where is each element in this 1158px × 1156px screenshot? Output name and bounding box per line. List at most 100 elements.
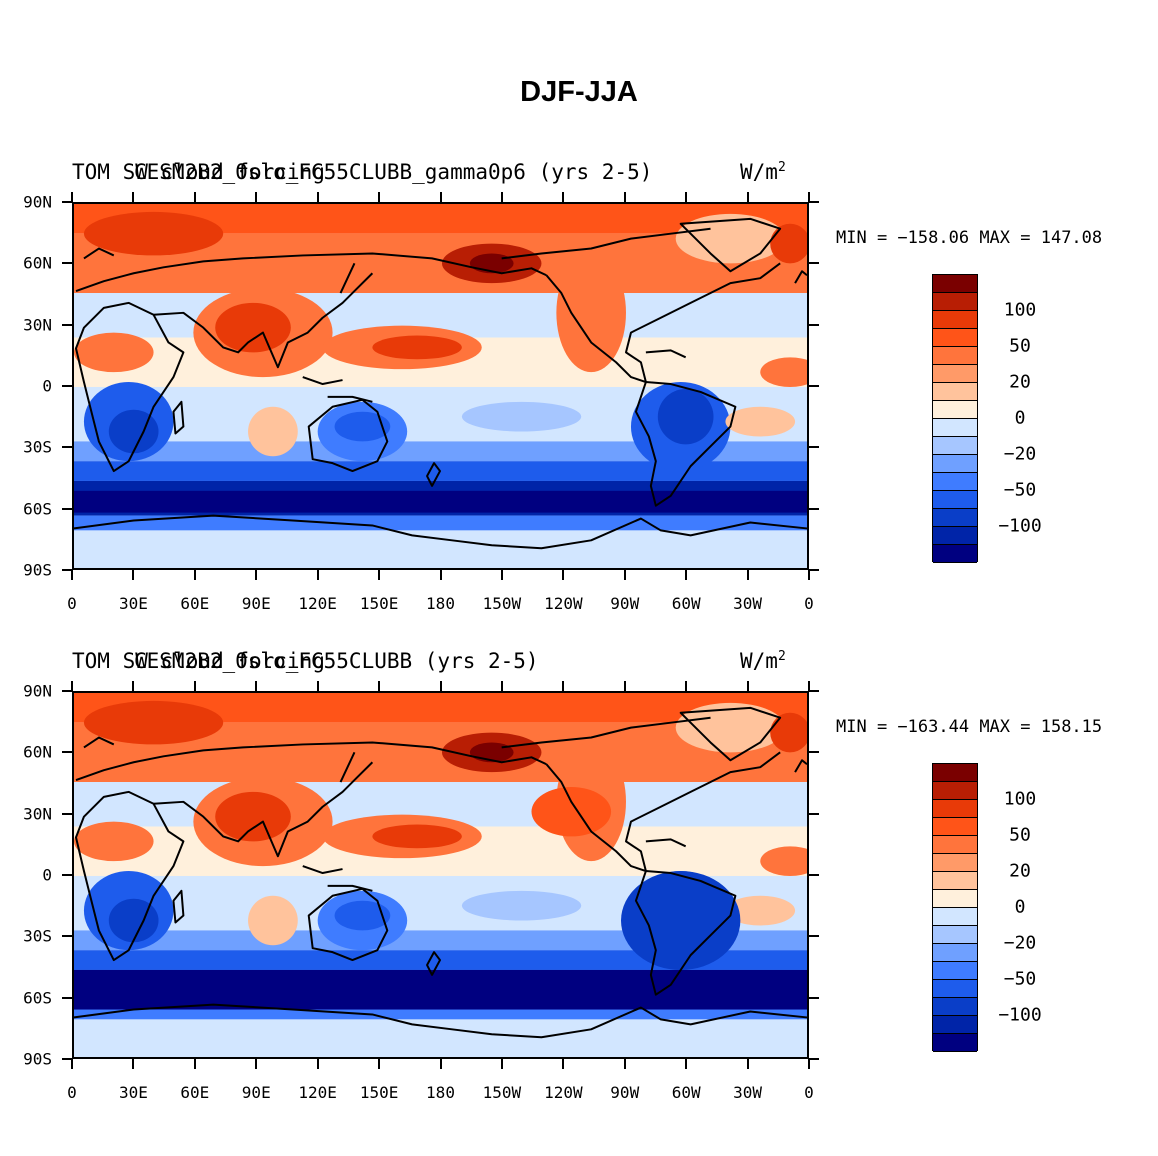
colorbar-box	[933, 329, 977, 347]
lat-tick-label: 30N	[23, 315, 52, 335]
lon-tick	[562, 570, 565, 580]
colorbar-label: −100	[998, 515, 1042, 537]
colorbar-box	[933, 854, 977, 872]
lat-tick	[62, 690, 72, 692]
colorbar-label: 100	[1003, 788, 1037, 810]
panel-2-units: W/m2	[740, 649, 786, 673]
lat-tick-label: 90S	[23, 560, 52, 580]
panel-2-field	[74, 693, 807, 1057]
panel-2: TOM SW cloud forcing CESM2B2_0slo_FC55CL…	[0, 649, 1158, 1129]
lon-tick-label: 60E	[180, 594, 210, 613]
colorbar-label: −100	[998, 1004, 1042, 1026]
lon-tick	[808, 192, 810, 202]
colorbar-box	[933, 782, 977, 800]
panel-2-case-label: CESM2B2_0slo_FC55CLUBB (yrs 2-5)	[134, 649, 539, 673]
lat-tick	[809, 262, 819, 265]
lon-tick	[71, 1059, 73, 1069]
lon-tick-label: 30W	[733, 594, 763, 613]
colorbar-box	[933, 836, 977, 854]
lat-tick	[62, 201, 72, 203]
colorbar-box	[933, 872, 977, 890]
panel-1-max: MAX = 147.08	[979, 228, 1103, 248]
panel-2-max: MAX = 158.15	[979, 717, 1103, 737]
colorbar-box	[933, 347, 977, 365]
lon-tick-label: 0	[804, 1083, 814, 1102]
lon-tick	[439, 570, 442, 580]
lon-tick	[562, 681, 565, 691]
lat-tick-label: 90S	[23, 1049, 52, 1069]
lon-tick	[746, 192, 749, 202]
lat-tick	[62, 446, 72, 449]
colorbar-box	[933, 527, 977, 545]
colorbar-label: 0	[1014, 896, 1026, 918]
lon-tick	[685, 681, 688, 691]
lat-tick-label: 0	[42, 376, 52, 396]
colorbar-label: −50	[1003, 968, 1037, 990]
lat-tick	[809, 569, 819, 571]
colorbar-box	[933, 293, 977, 311]
colorbar-label: 50	[1009, 824, 1031, 846]
lon-tick	[378, 681, 381, 691]
lon-tick	[623, 570, 626, 580]
lon-tick	[255, 1059, 258, 1069]
lon-tick	[71, 192, 73, 202]
panel-1-case-label: CESM2B2_0slo_FC55CLUBB_gamma0p6 (yrs 2-5…	[134, 160, 653, 184]
lat-tick	[62, 751, 72, 754]
lon-tick-label: 90E	[241, 594, 271, 613]
lat-tick-label: 0	[42, 865, 52, 885]
lat-tick	[62, 385, 72, 387]
lat-tick	[62, 874, 72, 876]
panel-1-variable-label: TOM SW cloud forcing	[72, 160, 325, 184]
colorbar-box	[933, 890, 977, 908]
lon-tick	[808, 1059, 810, 1069]
lon-tick-label: 120E	[298, 594, 337, 613]
lat-tick-label: 60S	[23, 499, 52, 519]
lat-tick	[809, 507, 819, 510]
colorbar-box	[933, 473, 977, 491]
lon-tick	[378, 1059, 381, 1069]
colorbar-label: 20	[1009, 860, 1031, 882]
lon-tick	[685, 570, 688, 580]
lon-tick-label: 30E	[118, 594, 148, 613]
colorbar-box	[933, 437, 977, 455]
lon-tick-label: 150E	[359, 594, 399, 613]
lat-tick-label: 30S	[23, 437, 52, 457]
colorbar-box	[933, 491, 977, 509]
lat-tick-label: 60N	[23, 742, 52, 762]
lon-tick	[500, 192, 503, 202]
lon-tick-label: 60W	[671, 594, 701, 613]
panel-2-map	[72, 691, 809, 1059]
lat-tick	[809, 996, 819, 999]
lat-tick	[62, 996, 72, 999]
lon-tick	[316, 570, 319, 580]
lon-tick-label: 180	[426, 1083, 455, 1102]
colorbar-box	[933, 764, 977, 782]
lat-tick-label: 60N	[23, 253, 52, 273]
lat-tick-label: 90N	[23, 192, 52, 212]
lon-tick	[193, 1059, 196, 1069]
lon-tick-label: 120W	[544, 1083, 583, 1102]
colorbar-box	[933, 419, 977, 437]
lon-tick-label: 150W	[482, 594, 522, 613]
lon-tick-label: 0	[67, 594, 77, 613]
colorbar-box	[933, 509, 977, 527]
lat-tick	[809, 446, 819, 449]
lon-tick	[808, 570, 810, 580]
lon-tick	[439, 1059, 442, 1069]
lon-tick	[623, 1059, 626, 1069]
panel-1-map	[72, 202, 809, 570]
lon-tick	[255, 570, 258, 580]
colorbar-box	[933, 980, 977, 998]
colorbar-box	[933, 800, 977, 818]
panel-2-minmax: MIN = −163.44 MAX = 158.15	[836, 717, 1102, 737]
panel-1-minmax: MIN = −158.06 MAX = 147.08	[836, 228, 1102, 248]
lat-tick	[62, 812, 72, 815]
lon-tick	[500, 681, 503, 691]
colorbar-box	[933, 944, 977, 962]
lon-tick	[378, 192, 381, 202]
lon-tick	[439, 192, 442, 202]
lon-tick	[255, 681, 258, 691]
lat-tick-label: 90N	[23, 681, 52, 701]
lat-tick	[809, 385, 819, 387]
lon-tick-label: 150E	[359, 1083, 399, 1102]
